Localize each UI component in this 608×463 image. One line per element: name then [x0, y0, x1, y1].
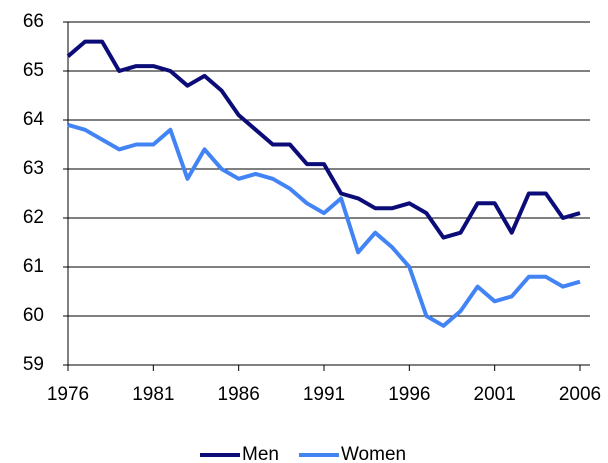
x-tick-label: 1976	[47, 384, 89, 405]
x-tick-label: 1986	[218, 384, 260, 405]
x-tick-label: 1991	[303, 384, 345, 405]
y-tick-label: 60	[23, 305, 44, 326]
data-line	[66, 39, 581, 240]
x-tick-label: 1996	[388, 384, 430, 405]
legend-label: Women	[341, 444, 406, 463]
y-tick-label: 62	[23, 207, 44, 228]
y-tick-label: 65	[23, 60, 44, 81]
x-tick-label: 1981	[132, 384, 174, 405]
y-tick-label: 63	[23, 158, 44, 179]
legend-label: Men	[242, 444, 279, 463]
y-tick-label: 59	[23, 354, 44, 375]
y-tick-label: 66	[23, 11, 44, 32]
y-tick-label: 61	[23, 256, 44, 277]
y-tick-label: 64	[23, 109, 45, 130]
data-line	[67, 122, 581, 328]
x-tick-label: 2001	[474, 384, 516, 405]
x-tick-label: 2006	[559, 384, 601, 405]
